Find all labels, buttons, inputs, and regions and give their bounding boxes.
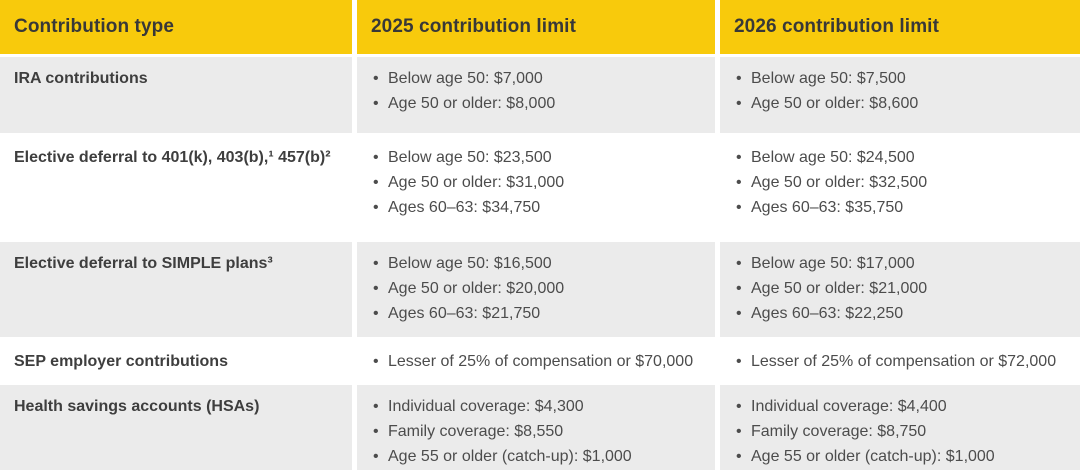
limit-item: Below age 50: $23,500	[371, 146, 703, 170]
row-label-elective-deferral-401k: Elective deferral to 401(k), 403(b),¹ 45…	[0, 136, 352, 239]
hsa-2025-limits-cell: Individual coverage: $4,300 Family cover…	[357, 385, 715, 470]
limit-item: Age 55 or older (catch-up): $1,000	[734, 445, 1068, 469]
limit-item: Age 50 or older: $8,600	[734, 92, 1068, 116]
limit-item: Below age 50: $7,000	[371, 67, 703, 91]
limit-item: Individual coverage: $4,400	[734, 395, 1068, 419]
limit-item: Ages 60–63: $22,250	[734, 302, 1068, 326]
limit-item: Below age 50: $24,500	[734, 146, 1068, 170]
limit-item: Lesser of 25% of compensation or $70,000	[371, 350, 703, 374]
row-label-ira-contributions: IRA contributions	[0, 57, 352, 133]
limit-item: Age 50 or older: $32,500	[734, 171, 1068, 195]
limit-item: Individual coverage: $4,300	[371, 395, 703, 419]
limit-item: Age 50 or older: $20,000	[371, 277, 703, 301]
row-label-sep-employer-contributions: SEP employer contributions	[0, 340, 352, 382]
sep-2026-limits-cell: Lesser of 25% of compensation or $72,000	[720, 340, 1080, 382]
ira-2025-limits-cell: Below age 50: $7,000 Age 50 or older: $8…	[357, 57, 715, 133]
limit-item: Lesser of 25% of compensation or $72,000	[734, 350, 1068, 374]
limit-item: Below age 50: $16,500	[371, 252, 703, 276]
401k-2026-limits-cell: Below age 50: $24,500 Age 50 or older: $…	[720, 136, 1080, 239]
limit-item: Ages 60–63: $21,750	[371, 302, 703, 326]
limit-item: Age 50 or older: $21,000	[734, 277, 1068, 301]
header-2026-contribution-limit: 2026 contribution limit	[720, 0, 1080, 54]
limit-item: Family coverage: $8,550	[371, 420, 703, 444]
sep-2025-limits-cell: Lesser of 25% of compensation or $70,000	[357, 340, 715, 382]
row-label-health-savings-accounts: Health savings accounts (HSAs)	[0, 385, 352, 470]
simple-2025-limits-cell: Below age 50: $16,500 Age 50 or older: $…	[357, 242, 715, 337]
limit-item: Ages 60–63: $34,750	[371, 196, 703, 220]
header-2025-contribution-limit: 2025 contribution limit	[357, 0, 715, 54]
limit-item: Age 50 or older: $31,000	[371, 171, 703, 195]
limit-item: Ages 60–63: $35,750	[734, 196, 1068, 220]
row-label-elective-deferral-simple: Elective deferral to SIMPLE plans³	[0, 242, 352, 337]
limit-item: Age 55 or older (catch-up): $1,000	[371, 445, 703, 469]
401k-2025-limits-cell: Below age 50: $23,500 Age 50 or older: $…	[357, 136, 715, 239]
limit-item: Below age 50: $7,500	[734, 67, 1068, 91]
header-contribution-type: Contribution type	[0, 0, 352, 54]
limit-item: Family coverage: $8,750	[734, 420, 1068, 444]
hsa-2026-limits-cell: Individual coverage: $4,400 Family cover…	[720, 385, 1080, 470]
limit-item: Age 50 or older: $8,000	[371, 92, 703, 116]
simple-2026-limits-cell: Below age 50: $17,000 Age 50 or older: $…	[720, 242, 1080, 337]
ira-2026-limits-cell: Below age 50: $7,500 Age 50 or older: $8…	[720, 57, 1080, 133]
limit-item: Below age 50: $17,000	[734, 252, 1068, 276]
